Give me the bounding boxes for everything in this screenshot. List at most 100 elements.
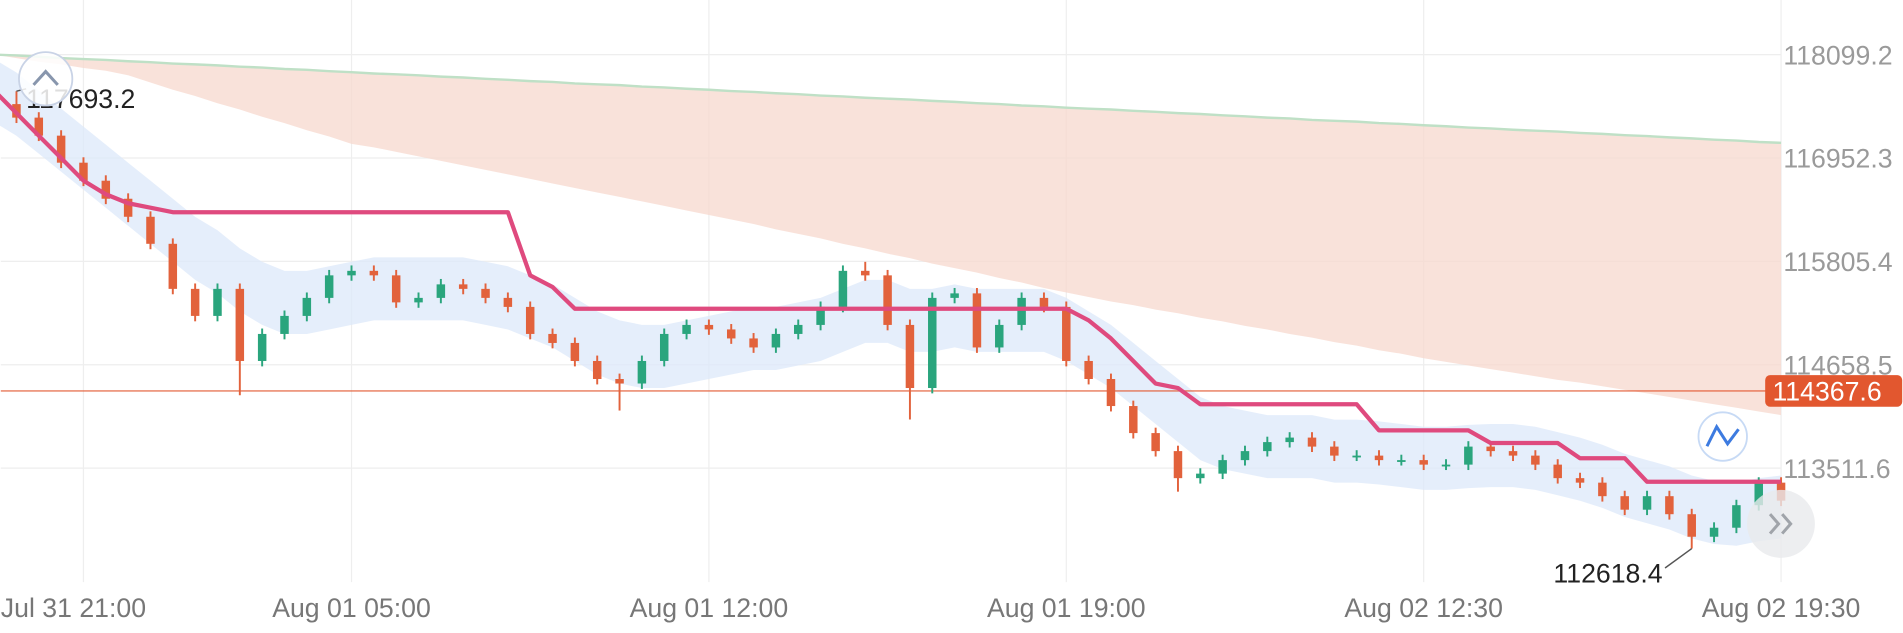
candle-body xyxy=(1129,406,1138,434)
x-tick-label: Jul 31 21:00 xyxy=(1,593,146,623)
candle-body xyxy=(1553,464,1562,479)
candle-body xyxy=(79,162,88,181)
candle-body xyxy=(995,324,1004,348)
candle-body xyxy=(726,329,736,339)
candle-body xyxy=(1709,527,1719,537)
candle-body xyxy=(548,333,557,343)
candle-body xyxy=(1397,460,1406,462)
candle-body xyxy=(168,243,178,289)
candle-body xyxy=(928,297,937,389)
candle-body xyxy=(324,275,334,298)
candle-body xyxy=(1240,451,1250,461)
candle-body xyxy=(950,293,959,298)
candle-body xyxy=(704,324,714,330)
candle-body xyxy=(1687,514,1696,537)
candle-body xyxy=(1330,446,1339,456)
candle-body xyxy=(682,324,691,334)
stop-line xyxy=(0,93,1782,484)
candle-body xyxy=(1352,455,1361,458)
x-tick-label: Aug 02 12:30 xyxy=(1344,593,1503,623)
candle-body xyxy=(592,360,602,380)
cloud-upper-line xyxy=(0,53,1782,145)
candle-body xyxy=(347,270,356,276)
candle-body xyxy=(190,288,200,316)
candle-body xyxy=(794,324,803,334)
candle-body xyxy=(503,297,513,307)
candle-body xyxy=(1441,464,1451,467)
candle-body xyxy=(1263,442,1272,452)
candle-body xyxy=(1039,297,1049,307)
candle-body xyxy=(615,379,624,384)
candle-body xyxy=(1419,460,1428,465)
candle-body xyxy=(1598,482,1607,497)
low-pointer xyxy=(1664,548,1693,569)
candle-body xyxy=(235,288,245,361)
candle-body xyxy=(1642,496,1652,510)
cloud-area xyxy=(0,54,1782,416)
y-tick-label: 116952.3 xyxy=(1783,144,1892,174)
x-tick-label: Aug 01 12:00 xyxy=(630,593,789,623)
candle-body xyxy=(1754,482,1763,506)
candle-body xyxy=(1464,446,1473,465)
candle-body xyxy=(123,198,133,217)
x-tick-label: Aug 01 05:00 xyxy=(272,593,431,623)
candle-body xyxy=(458,284,468,289)
candle-body xyxy=(1732,505,1741,528)
candle-body xyxy=(816,306,825,325)
candle-body xyxy=(1374,455,1384,461)
candle-body xyxy=(146,216,155,244)
candle-body xyxy=(213,288,222,316)
last-price-label: 114367.6 xyxy=(1772,377,1881,407)
candle-body xyxy=(861,270,870,276)
candle-body xyxy=(1575,478,1585,483)
candle-body xyxy=(414,297,423,303)
candle-body xyxy=(481,288,490,298)
candle-body xyxy=(637,360,647,384)
candle-body xyxy=(257,333,267,361)
candle-body xyxy=(1620,496,1629,510)
candle-body xyxy=(525,306,535,334)
candle-body xyxy=(1151,433,1160,452)
candle-body xyxy=(280,315,289,334)
candle-body xyxy=(1084,360,1093,380)
y-tick-label: 118099.2 xyxy=(1783,40,1892,70)
candle-body xyxy=(1486,446,1495,452)
y-tick-label: 113511.6 xyxy=(1783,454,1890,484)
candle-body xyxy=(1173,451,1183,479)
candle-body xyxy=(1218,460,1227,474)
candle-body xyxy=(905,324,915,389)
jump-latest-button[interactable] xyxy=(1746,489,1815,558)
candle-body xyxy=(101,180,111,199)
x-tick-label: Aug 01 19:00 xyxy=(987,593,1146,623)
candle-body xyxy=(570,342,580,361)
candle-body xyxy=(302,297,312,316)
last-price-badge xyxy=(1765,375,1903,407)
candle-body xyxy=(749,338,758,348)
candle-body xyxy=(369,270,379,276)
candle-body xyxy=(1062,306,1071,361)
candle-body xyxy=(838,270,848,307)
candle-body xyxy=(1508,451,1518,456)
candle-body xyxy=(1285,437,1294,443)
candle-body xyxy=(972,293,982,348)
scroll-top-button[interactable] xyxy=(18,51,74,107)
candle-body xyxy=(56,135,66,163)
candle-body xyxy=(659,333,669,361)
candle-body xyxy=(1106,379,1116,407)
y-tick-label: 115805.4 xyxy=(1783,247,1892,277)
candle-body xyxy=(771,333,781,348)
candle-body xyxy=(883,275,892,325)
candle-body xyxy=(1665,496,1674,515)
grid xyxy=(0,0,1782,583)
low-annotation: 112618.4 xyxy=(1553,559,1662,589)
candle-body xyxy=(1196,473,1205,479)
candle-body xyxy=(436,284,446,298)
candle-body xyxy=(34,117,44,136)
indicator-toggle-button[interactable] xyxy=(1697,411,1748,462)
candle-body xyxy=(1531,455,1540,465)
candle-body xyxy=(391,275,401,303)
candle-body xyxy=(1307,437,1317,447)
candle-body xyxy=(1017,297,1026,325)
